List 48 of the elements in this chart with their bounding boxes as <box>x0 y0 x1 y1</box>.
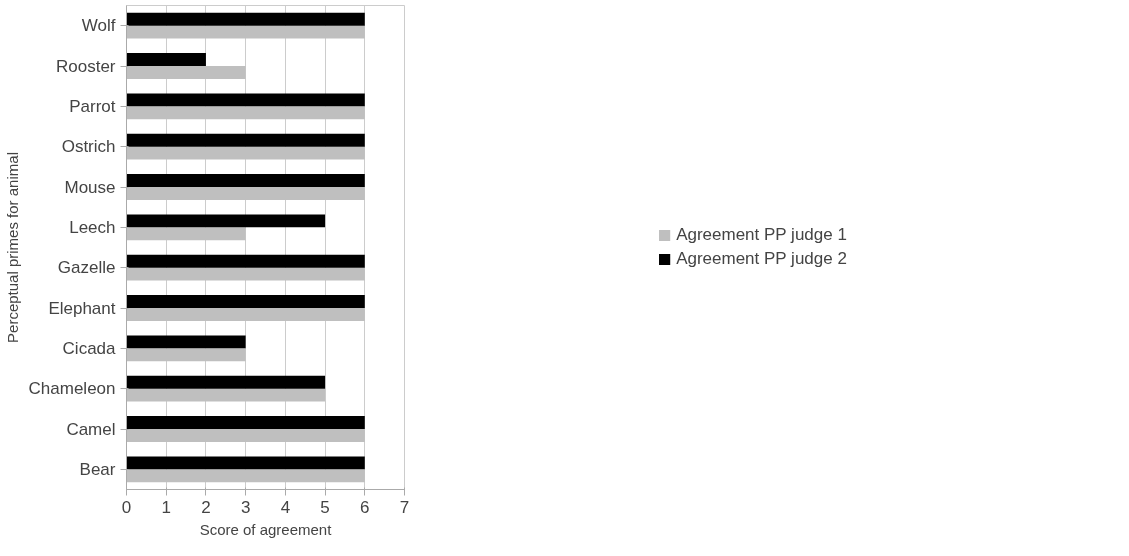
bar <box>126 469 365 483</box>
bar <box>126 66 246 79</box>
bar <box>126 106 365 120</box>
x-tick-label: 7 <box>399 497 410 517</box>
bar <box>126 146 365 160</box>
y-tick-label: Rooster <box>55 56 116 76</box>
bar <box>126 375 326 389</box>
y-tick-label: Camel <box>66 419 116 439</box>
bar <box>126 295 365 308</box>
bar <box>126 254 365 268</box>
y-tick-label: Mouse <box>64 177 116 197</box>
bar <box>126 25 365 39</box>
x-tick-label: 6 <box>360 497 370 517</box>
x-tick-label: 2 <box>201 497 211 517</box>
bar <box>126 416 365 429</box>
bar <box>126 187 365 200</box>
y-tick-label: Ostrich <box>61 137 116 157</box>
bar <box>126 267 365 281</box>
y-tick-label: Chameleon <box>28 379 116 399</box>
bar <box>126 227 246 241</box>
bar <box>126 348 246 362</box>
y-tick-label: Parrot <box>69 96 116 116</box>
x-tick-label: 3 <box>240 497 251 517</box>
x-tick-label: 4 <box>280 497 291 517</box>
x-tick-label: 0 <box>121 497 132 517</box>
bar <box>126 429 365 442</box>
x-tick-label: 5 <box>320 497 330 517</box>
y-tick-label: Bear <box>79 459 116 479</box>
bar <box>126 388 326 402</box>
legend-label: Agreement PP judge 2 <box>676 249 847 269</box>
y-tick-label: Leech <box>69 217 116 237</box>
bar <box>126 456 365 470</box>
x-tick-label: 1 <box>161 497 171 517</box>
y-tick-label: Elephant <box>48 298 116 318</box>
y-axis-title: Perceptual primes for animal <box>3 152 21 343</box>
bar <box>126 174 365 187</box>
bar <box>126 53 206 66</box>
bar <box>126 12 365 26</box>
legend-label: Agreement PP judge 1 <box>676 225 847 245</box>
bar <box>126 93 365 107</box>
y-tick-label: Gazelle <box>57 258 116 278</box>
bar <box>126 214 326 228</box>
y-tick-label: Wolf <box>81 16 116 36</box>
bar <box>126 335 246 349</box>
bar <box>126 133 365 147</box>
x-axis-title: Score of agreement <box>199 520 333 538</box>
y-tick-label: Cicada <box>62 338 117 358</box>
bar <box>126 308 365 321</box>
